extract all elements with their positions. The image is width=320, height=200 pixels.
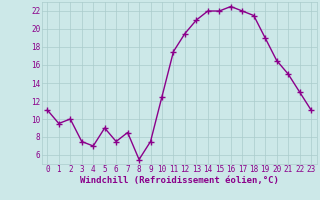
X-axis label: Windchill (Refroidissement éolien,°C): Windchill (Refroidissement éolien,°C) <box>80 176 279 185</box>
